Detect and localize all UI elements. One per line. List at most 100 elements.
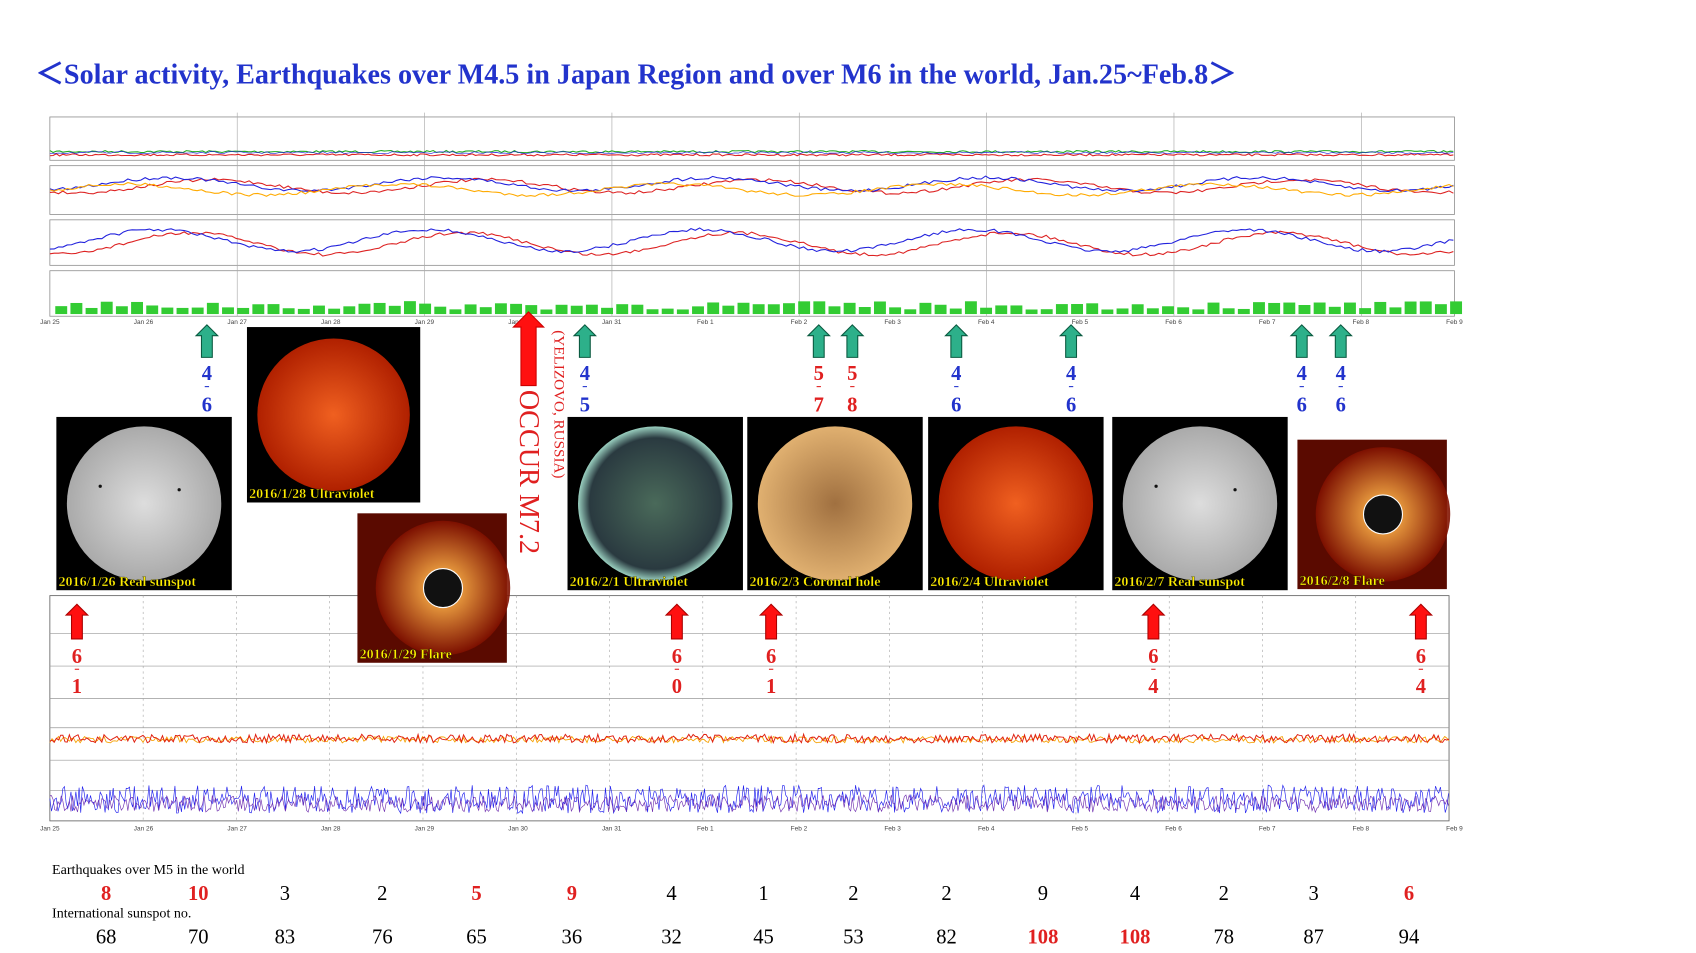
kp-bar: [707, 302, 720, 315]
row-value: 10: [188, 883, 209, 905]
date-label: Jan 26: [134, 319, 154, 326]
arrow: [758, 603, 784, 640]
kp-bar: [904, 309, 917, 315]
trace: [49, 732, 1450, 745]
row-label: International sunspot no.: [52, 905, 191, 921]
trace: [49, 793, 1449, 814]
date-label: Feb 1: [697, 319, 714, 326]
kp-bar: [1222, 308, 1235, 315]
row-value: 4: [666, 883, 676, 905]
magnitude-digit: 0: [672, 676, 682, 698]
kp-bar: [752, 304, 765, 315]
kp-bar: [403, 301, 416, 315]
sunspot: [1154, 484, 1158, 488]
image-caption: 2016/2/4 Ultraviolet: [930, 574, 1049, 590]
kp-bar: [1253, 302, 1265, 315]
kp-bar: [1389, 307, 1402, 315]
sunspot: [1233, 488, 1237, 492]
kp-bar: [949, 308, 962, 315]
kp-bar: [980, 307, 993, 315]
big-quake-place: (YELIZOVO, RUSSIA): [551, 330, 568, 478]
arrow: [944, 324, 969, 358]
sunspot: [177, 488, 181, 492]
kp-bar: [798, 301, 811, 315]
kp-bar: [100, 301, 113, 315]
big-quake-label: OCCUR M7.2: [513, 390, 544, 554]
kp-bar: [631, 304, 644, 315]
kp-bar: [1450, 301, 1463, 315]
kp-bar: [1040, 309, 1053, 315]
image-caption: 2016/2/8 Flare: [1300, 573, 1385, 589]
arrow: [64, 603, 90, 640]
row-value: 87: [1303, 926, 1324, 948]
occulter: [422, 568, 464, 609]
date-label: Feb 4: [978, 826, 995, 833]
date-label: Jan 28: [321, 319, 341, 326]
magnitude-digit: 4: [1297, 363, 1307, 385]
magnitude-digit: 5: [580, 395, 590, 417]
trace: [49, 182, 1454, 197]
kp-bar: [1268, 302, 1281, 315]
date-label: Feb 7: [1259, 319, 1276, 326]
title: ＜Solar activity, Earthquakes over M4.5 i…: [36, 59, 1237, 90]
magnitude-digit: 6: [1066, 395, 1076, 417]
kp-bar: [1146, 308, 1159, 315]
date-label: Feb 8: [1353, 826, 1370, 833]
magnitude-digit: 1: [766, 676, 776, 698]
row-value: 3: [280, 883, 290, 905]
row-value: 94: [1399, 926, 1420, 948]
kp-bar: [1283, 302, 1296, 315]
arrow: [194, 324, 220, 358]
magnitude-digit: 4: [1416, 676, 1426, 698]
magnitude-digit: 8: [847, 395, 857, 417]
magnitude-digit: 6: [766, 646, 776, 668]
kp-bar: [1419, 301, 1432, 315]
kp-bar: [70, 302, 83, 315]
kp-bar: [1055, 304, 1068, 315]
trace: [49, 153, 1454, 157]
date-label: Feb 9: [1446, 826, 1463, 833]
kp-bar: [55, 306, 68, 315]
arrow: [806, 324, 831, 358]
image-caption: 2016/1/29 Flare: [360, 646, 452, 662]
kp-bar: [767, 304, 780, 315]
row-value: 9: [567, 883, 577, 905]
kp-bar: [889, 307, 902, 315]
kp-bar: [661, 308, 674, 315]
row-value: 3: [1309, 883, 1319, 905]
kp-bar: [267, 304, 280, 315]
arrow: [1328, 324, 1353, 358]
arrow: [1058, 324, 1084, 358]
kp-bar: [358, 303, 371, 315]
frame: [49, 595, 1450, 822]
magnitude-digit: 6: [1416, 646, 1426, 668]
date-label: Feb 5: [1072, 319, 1089, 326]
row-value: 108: [1028, 926, 1059, 948]
kp-bar: [297, 308, 310, 315]
magnitude-digit: 6: [672, 646, 682, 668]
kp-bar: [206, 302, 219, 315]
date-label: Feb 5: [1072, 826, 1089, 833]
arrow: [664, 603, 690, 640]
kp-bar: [1313, 302, 1326, 315]
kp-bar: [1177, 307, 1190, 315]
kp-bar: [1131, 304, 1144, 315]
date-label: Jan 31: [602, 826, 622, 833]
magnitude-digit: 1: [72, 676, 82, 698]
date-label: Feb 1: [697, 826, 714, 833]
kp-bar: [146, 305, 159, 315]
arrow: [1289, 324, 1314, 358]
magnitude-digit: 6: [951, 395, 961, 417]
sun: [578, 426, 733, 581]
arrow: [512, 311, 545, 387]
kp-bar: [737, 302, 750, 315]
magnitude-digit: 5: [847, 363, 857, 385]
magnitude-digit: 4: [1066, 363, 1076, 385]
kp-bar: [1025, 309, 1038, 315]
sub-panel: [49, 219, 1455, 266]
date-label: Feb 8: [1353, 319, 1370, 326]
magnitude-digit: 7: [814, 395, 824, 417]
kp-bar: [464, 304, 477, 315]
row-value: 53: [843, 926, 864, 948]
